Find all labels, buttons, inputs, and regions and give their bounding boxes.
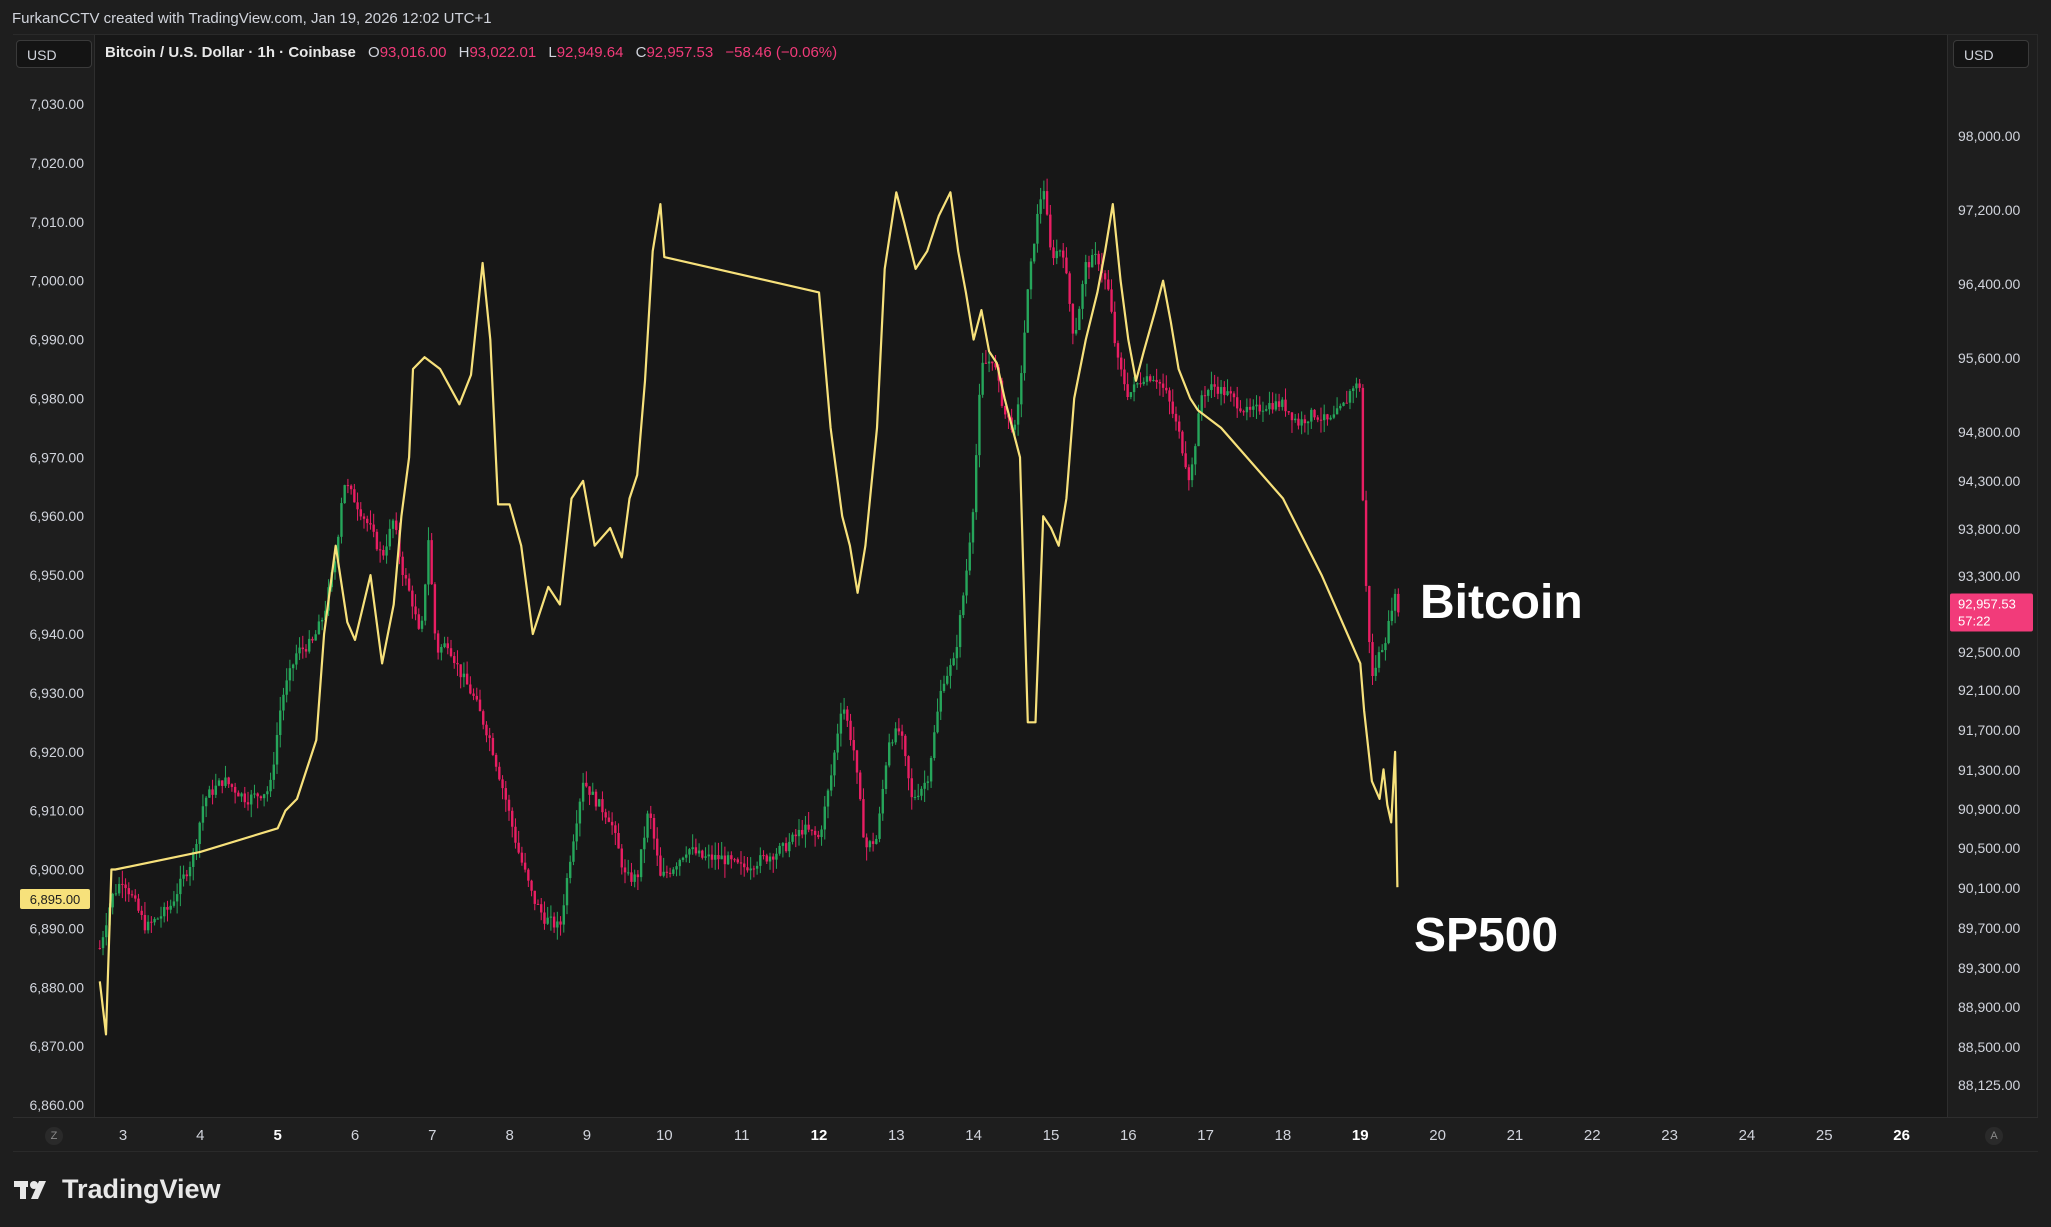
brand-name: TradingView [62, 1174, 221, 1204]
low-label: L [548, 44, 557, 61]
right-currency-button[interactable]: USD [1953, 40, 2029, 68]
high-value: 93,022.01 [469, 44, 537, 61]
tradingview-logo: TradingView [14, 1174, 221, 1205]
right-price-axis[interactable] [1947, 35, 2037, 1117]
open-label: O [368, 44, 380, 61]
plot-area[interactable] [95, 35, 1947, 1117]
time-axis[interactable] [13, 1117, 2038, 1151]
auto-scale-button[interactable]: A [1985, 1127, 2003, 1145]
left-currency-button[interactable]: USD [16, 40, 92, 68]
close-label: C [635, 44, 647, 61]
close-value: 92,957.53 [646, 44, 714, 61]
low-value: 92,949.64 [556, 44, 624, 61]
high-label: H [458, 44, 470, 61]
left-price-axis[interactable] [13, 35, 95, 1117]
change-value: −58.46 (−0.06%) [725, 44, 838, 61]
tradingview-logo-icon [14, 1180, 46, 1199]
timezone-z-button[interactable]: Z [45, 1127, 63, 1145]
symbol-legend: Bitcoin / U.S. Dollar · 1h · Coinbase O9… [105, 44, 837, 61]
chart-attribution: FurkanCCTV created with TradingView.com,… [12, 10, 492, 27]
open-value: 93,016.00 [379, 44, 447, 61]
symbol-title[interactable]: Bitcoin / U.S. Dollar · 1h · Coinbase [105, 44, 356, 61]
